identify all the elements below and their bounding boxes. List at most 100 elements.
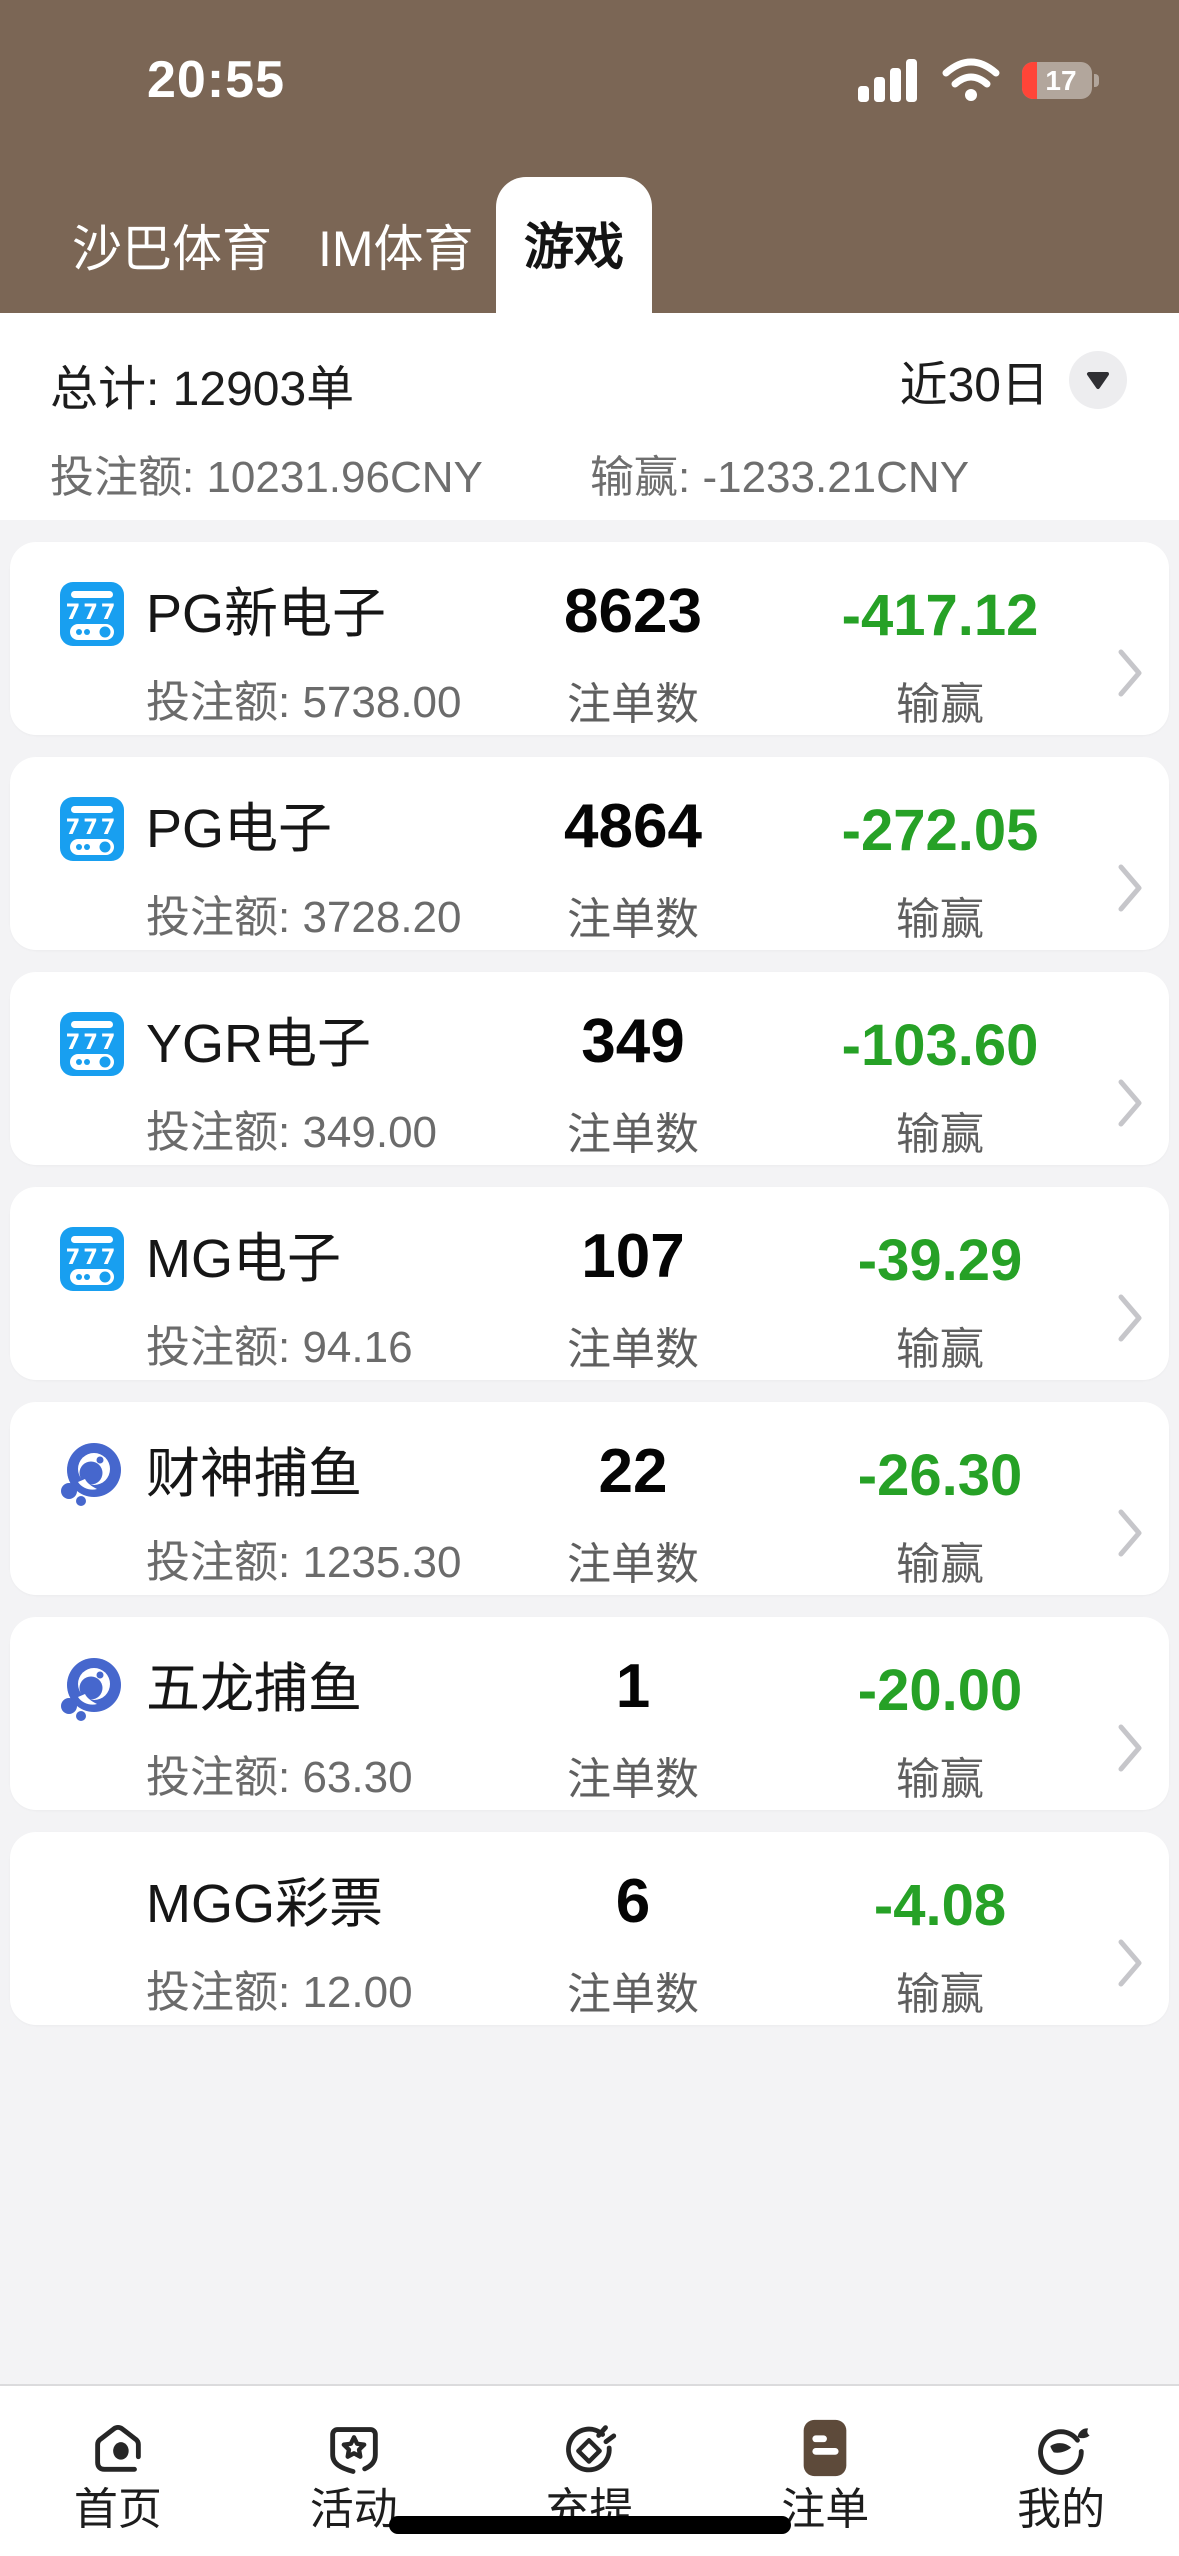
header: 20:55 17 沙巴体育 IM体育 游戏	[0, 0, 1179, 313]
tab-shaba-sports[interactable]: 沙巴体育	[72, 221, 272, 277]
winloss-label: 输赢	[896, 1755, 984, 1804]
orders-icon	[803, 2419, 847, 2477]
svg-text:777: 777	[66, 1245, 119, 1269]
order-count-label: 注单数	[567, 895, 699, 944]
nav-item-profile[interactable]: 我的	[943, 2386, 1179, 2556]
nav-label-orders: 注单	[781, 2485, 870, 2534]
chevron-right-icon[interactable]	[1117, 863, 1143, 918]
winloss-value: -103.60	[841, 1013, 1039, 1078]
winloss-label: 输赢	[896, 1325, 984, 1374]
slot-machine-icon: 777	[60, 797, 124, 861]
winloss-label: 输赢	[896, 895, 984, 944]
chevron-right-icon[interactable]	[1117, 1938, 1143, 1993]
chevron-right-icon[interactable]	[1117, 1293, 1143, 1348]
game-bet-amount: 投注额: 3728.20	[146, 893, 462, 942]
order-count-value: 349	[581, 1007, 685, 1076]
battery-percent: 17	[1045, 64, 1077, 96]
game-row[interactable]: 777 YGR电子 投注额: 349.00 349 注单数 -103.60 输赢	[10, 972, 1169, 1165]
winloss-label: 输赢	[896, 680, 984, 729]
svg-text:777: 777	[66, 815, 119, 839]
order-count-value: 107	[581, 1222, 685, 1291]
slot-machine-icon: 777	[60, 582, 124, 646]
game-name: 财神捕鱼	[146, 1444, 362, 1504]
game-name: PG新电子	[146, 584, 387, 644]
game-row[interactable]: 五龙捕鱼 投注额: 63.30 1 注单数 -20.00 输赢	[10, 1617, 1169, 1810]
home-icon	[95, 2425, 141, 2472]
order-count-value: 1	[615, 1652, 651, 1721]
nav-label-activity: 活动	[309, 2485, 398, 2534]
recharge-icon	[566, 2425, 617, 2473]
winloss-value: -417.12	[841, 583, 1039, 648]
game-name: MGG彩票	[146, 1874, 383, 1934]
game-bet-amount: 投注额: 349.00	[146, 1108, 438, 1157]
nav-label-profile: 我的	[1017, 2485, 1106, 2534]
order-count-value: 8623	[564, 577, 702, 646]
total-bet-amount: 投注额: 10231.96CNY	[50, 453, 483, 502]
order-count-value: 4864	[564, 792, 702, 861]
chevron-right-icon[interactable]	[1117, 1078, 1143, 1133]
game-list: 777 PG新电子 投注额: 5738.00 8623 注单数 -417.12 …	[0, 520, 1179, 2384]
slot-machine-icon: 777	[60, 1227, 124, 1291]
status-icons: 17	[858, 58, 1099, 102]
chevron-right-icon[interactable]	[1117, 1723, 1143, 1778]
battery-fill	[1022, 61, 1037, 99]
total-winloss-amount: 输赢: -1233.21CNY	[590, 453, 970, 502]
wifi-icon	[942, 58, 1000, 101]
order-count-label: 注单数	[567, 1970, 699, 2019]
summary-panel: 总计: 12903单 近30日 投注额: 10231.96CNY 输赢: -12…	[0, 313, 1179, 520]
game-name: MG电子	[146, 1229, 341, 1289]
chevron-down-icon	[1087, 372, 1109, 389]
tab-im-sports[interactable]: IM体育	[318, 221, 474, 277]
order-count-label: 注单数	[567, 1110, 699, 1159]
winloss-label: 输赢	[896, 1540, 984, 1589]
winloss-value: -4.08	[873, 1873, 1007, 1938]
game-name: 五龙捕鱼	[146, 1659, 362, 1719]
game-row[interactable]: 财神捕鱼 投注额: 1235.30 22 注单数 -26.30 输赢	[10, 1402, 1169, 1595]
winloss-value: -20.00	[857, 1658, 1023, 1723]
svg-text:777: 777	[66, 600, 119, 624]
nav-item-home[interactable]: 首页	[0, 2386, 236, 2556]
game-row[interactable]: MGG彩票 投注额: 12.00 6 注单数 -4.08 输赢	[10, 1832, 1169, 2025]
game-name: YGR电子	[146, 1014, 372, 1074]
battery-icon: 17	[1022, 61, 1099, 99]
nav-item-orders[interactable]: 注单	[707, 2386, 943, 2556]
fish-icon	[60, 1442, 124, 1506]
total-orders-text: 总计: 12903单	[50, 363, 355, 416]
winloss-value: -272.05	[841, 798, 1039, 863]
chevron-right-icon[interactable]	[1117, 1508, 1143, 1563]
period-dropdown-button[interactable]	[1069, 351, 1127, 409]
game-bet-amount: 投注额: 5738.00	[146, 678, 462, 727]
game-row[interactable]: 777 PG新电子 投注额: 5738.00 8623 注单数 -417.12 …	[10, 542, 1169, 735]
profile-icon	[1038, 2428, 1090, 2475]
chevron-right-icon[interactable]	[1117, 648, 1143, 703]
winloss-label: 输赢	[896, 1110, 984, 1159]
fish-icon	[60, 1657, 124, 1721]
nav-item-activity[interactable]: 活动	[236, 2386, 472, 2556]
period-selector[interactable]: 近30日	[900, 345, 1127, 415]
order-count-label: 注单数	[567, 680, 699, 729]
game-bet-amount: 投注额: 1235.30	[146, 1538, 462, 1587]
activity-icon	[329, 2427, 378, 2474]
winloss-value: -39.29	[857, 1228, 1023, 1293]
game-bet-amount: 投注额: 63.30	[146, 1753, 413, 1802]
home-indicator[interactable]	[388, 2516, 791, 2534]
winloss-value: -26.30	[857, 1443, 1023, 1508]
slot-machine-icon: 777	[60, 1012, 124, 1076]
signal-icon	[858, 59, 917, 102]
order-count-value: 22	[598, 1437, 668, 1506]
svg-text:777: 777	[66, 1030, 119, 1054]
game-row[interactable]: 777 MG电子 投注额: 94.16 107 注单数 -39.29 输赢	[10, 1187, 1169, 1380]
tab-games-active[interactable]: 游戏	[496, 177, 652, 313]
order-count-label: 注单数	[567, 1755, 699, 1804]
game-row[interactable]: 777 PG电子 投注额: 3728.20 4864 注单数 -272.05 输…	[10, 757, 1169, 950]
order-count-label: 注单数	[567, 1540, 699, 1589]
period-label: 近30日	[899, 359, 1049, 412]
order-count-label: 注单数	[567, 1325, 699, 1374]
nav-label-home: 首页	[73, 2485, 162, 2534]
game-bet-amount: 投注额: 94.16	[146, 1323, 413, 1372]
status-time: 20:55	[147, 51, 285, 109]
header-tab-bar: 沙巴体育 IM体育 游戏	[0, 177, 1179, 313]
order-count-value: 6	[615, 1867, 651, 1936]
game-name: PG电子	[146, 799, 333, 859]
winloss-label: 输赢	[896, 1970, 984, 2019]
